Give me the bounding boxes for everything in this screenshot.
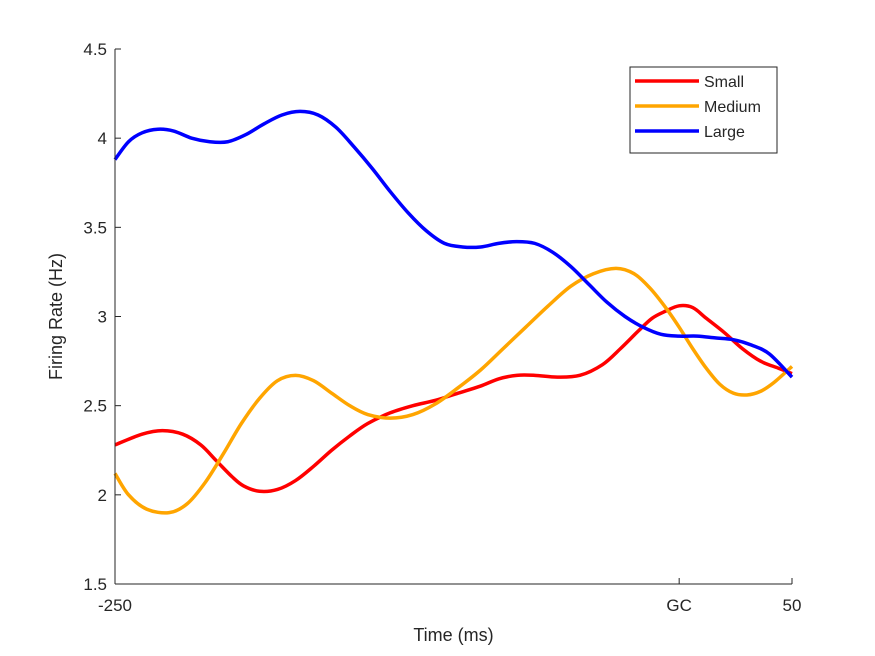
y-tick-label: 4.5 — [83, 40, 107, 59]
axis-ticks: -250 GC 50 1.5 2 2.5 3 3.5 4 4.5 — [83, 40, 801, 615]
x-tick-label: GC — [666, 596, 692, 615]
legend: Small Medium Large — [629, 66, 778, 154]
legend-label-small: Small — [704, 74, 744, 91]
series-lines — [113, 109, 794, 515]
y-tick-label: 2.5 — [83, 397, 107, 416]
legend-label-large: Large — [704, 124, 745, 141]
series-line-medium — [113, 266, 794, 515]
series-line-small — [114, 303, 793, 494]
legend-label-medium: Medium — [704, 99, 761, 116]
y-tick-label: 3 — [98, 308, 107, 327]
y-axis-label: Firing Rate (Hz) — [46, 253, 66, 380]
y-tick-label: 2 — [98, 486, 107, 505]
x-tick-label: -250 — [98, 596, 132, 615]
y-tick-label: 3.5 — [83, 218, 107, 237]
x-tick-label: 50 — [783, 596, 802, 615]
series-line-large — [113, 109, 794, 379]
y-tick-label: 1.5 — [83, 575, 107, 594]
x-axis-label: Time (ms) — [413, 625, 493, 645]
y-tick-label: 4 — [98, 129, 107, 148]
